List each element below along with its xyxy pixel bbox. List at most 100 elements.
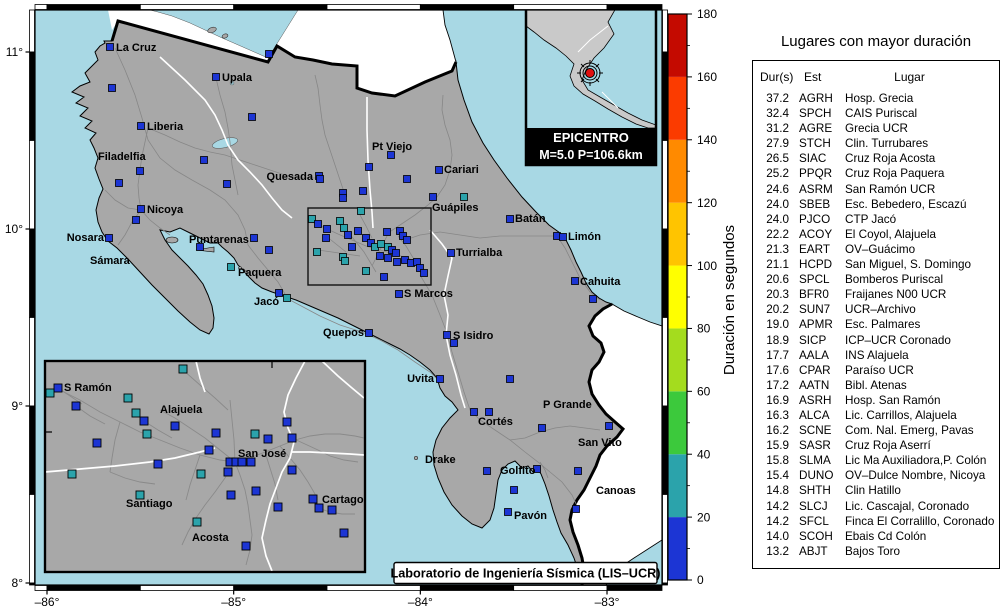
cell-station-code: SPCL — [799, 273, 830, 287]
nicaragua-land — [108, 10, 456, 96]
colorbar-segment — [668, 454, 687, 518]
puntarenas-spit — [195, 246, 215, 253]
colorbar-tick-label: 100 — [697, 259, 717, 273]
station-marker — [395, 290, 403, 298]
inset-station-marker — [241, 541, 251, 551]
city-label: Pavón — [514, 510, 547, 522]
inset-station-marker — [204, 445, 214, 455]
frame-segment — [233, 4, 328, 10]
frame-segment — [662, 317, 668, 407]
station-marker — [136, 167, 144, 175]
station-marker — [275, 289, 283, 297]
lake-island — [207, 26, 217, 34]
city-label: Batán — [515, 213, 546, 225]
cell-place: INS Alajuela — [845, 348, 909, 362]
cell-place: ICP–UCR Coronado — [845, 333, 951, 347]
epicenter-inset-frame — [524, 10, 658, 167]
central-valley-inset: S Ramón Alajuela San José Santiago Acosta Car… — [43, 359, 367, 574]
table-row: 25.2 PPQR Cruz Roja Paquera — [753, 166, 999, 181]
frame-segment — [326, 4, 421, 10]
cell-place: Cruz Roja Acosta — [845, 152, 936, 166]
station-marker — [403, 175, 411, 183]
cell-station-code: ALCA — [799, 408, 830, 422]
inset-station-marker — [246, 457, 256, 467]
station-marker — [137, 205, 145, 213]
station-marker — [367, 239, 375, 247]
inset-station-marker — [251, 486, 261, 496]
station-marker — [200, 156, 208, 164]
cell-duration: 15.4 — [766, 469, 789, 483]
colorbar-segment — [668, 265, 687, 329]
table-row: 18.9 SICP ICP–UCR Coronado — [753, 333, 999, 348]
epicenter-caption-strip — [526, 128, 656, 165]
epicenter-magnitude-depth: M=5.0 P=106.6km — [539, 148, 643, 162]
colorbar-tick-label: 140 — [697, 133, 717, 147]
city-label: P Grande — [543, 399, 592, 411]
cell-duration: 27.9 — [766, 137, 789, 151]
station-marker — [365, 329, 373, 337]
cell-place: Bomberos Puriscal — [845, 273, 944, 287]
station-marker — [589, 295, 597, 303]
colorbar-segment — [668, 14, 687, 77]
station-marker — [399, 232, 407, 240]
table-row: 24.6 ASRM San Ramón UCR — [753, 182, 999, 197]
cell-station-code: ABJT — [799, 544, 828, 558]
inset-station-marker — [287, 465, 297, 475]
frame-segment — [606, 585, 663, 591]
credit-box-frame — [393, 561, 658, 585]
cell-station-code: SHTH — [799, 484, 831, 498]
cell-station-code: AGRE — [799, 122, 833, 136]
fancy-frame — [29, 4, 668, 591]
station-marker — [339, 194, 347, 202]
station-marker — [384, 254, 392, 262]
frame-segment — [662, 51, 668, 141]
frame-segment — [662, 405, 668, 495]
frame-segment — [29, 140, 35, 230]
cell-place: Clin. Turrubares — [845, 137, 929, 151]
cell-duration: 22.2 — [766, 227, 789, 241]
station-marker — [316, 175, 324, 183]
cell-place: Com. Nal. Emerg, Pavas — [845, 424, 974, 438]
cano-island — [413, 455, 419, 461]
cell-station-code: HCPD — [799, 258, 833, 272]
duration-table: Dur(s) Est Lugar 37.2 AGRH Hosp. Grecia 32.… — [752, 60, 1000, 569]
colorbar-segment — [668, 328, 687, 392]
station-marker — [416, 264, 424, 272]
colorbar-frame — [667, 13, 688, 581]
cell-duration: 14.0 — [766, 529, 789, 543]
city-label: Quesada — [267, 171, 314, 183]
inset-station-marker — [142, 429, 152, 439]
table-row: 15.8 SLMA Lic Ma Auxiliadora,P. Colón — [753, 453, 999, 468]
inset-station-marker — [250, 429, 260, 439]
cell-place: Lic Ma Auxiliadora,P. Colón — [845, 454, 987, 468]
cell-duration: 13.2 — [766, 544, 789, 558]
station-marker — [377, 240, 385, 248]
epicenter-symbol — [577, 60, 603, 86]
city-label: Sámara — [90, 255, 131, 267]
cell-place: Clin Hatillo — [845, 484, 901, 498]
table-row: 16.3 ALCA Lic. Carrillos, Alajuela — [753, 408, 999, 423]
cell-duration: 19.0 — [766, 318, 789, 332]
lat-tick-label: 10° — [5, 222, 23, 236]
table-row: 15.9 SASR Cruz Roja Aserrí — [753, 438, 999, 453]
station-marker — [265, 50, 273, 58]
cell-place: San Miguel, S. Domingo — [845, 258, 972, 272]
inset-station-marker — [314, 503, 324, 513]
costa-rica-landmass — [71, 20, 624, 585]
inset-station-marker — [71, 401, 81, 411]
city-label: Filadelfia — [98, 151, 147, 163]
city-label: S Marcos — [404, 288, 453, 300]
station-marker — [344, 231, 352, 239]
panama-coast — [611, 303, 662, 327]
cell-station-code: AATN — [799, 378, 830, 392]
table-row: 16.9 ASRH Hosp. San Ramón — [753, 393, 999, 408]
cell-place: Cruz Roja Paquera — [845, 167, 945, 181]
cell-station-code: SLMA — [799, 454, 831, 468]
lat-tick-label: 11° — [6, 45, 23, 59]
lon-tick-label: –84° — [408, 595, 433, 609]
frame-segment — [139, 4, 235, 10]
table-row: 21.1 HCPD San Miguel, S. Domingo — [753, 257, 999, 272]
inset-station-marker — [282, 417, 292, 427]
station-marker — [227, 263, 235, 271]
